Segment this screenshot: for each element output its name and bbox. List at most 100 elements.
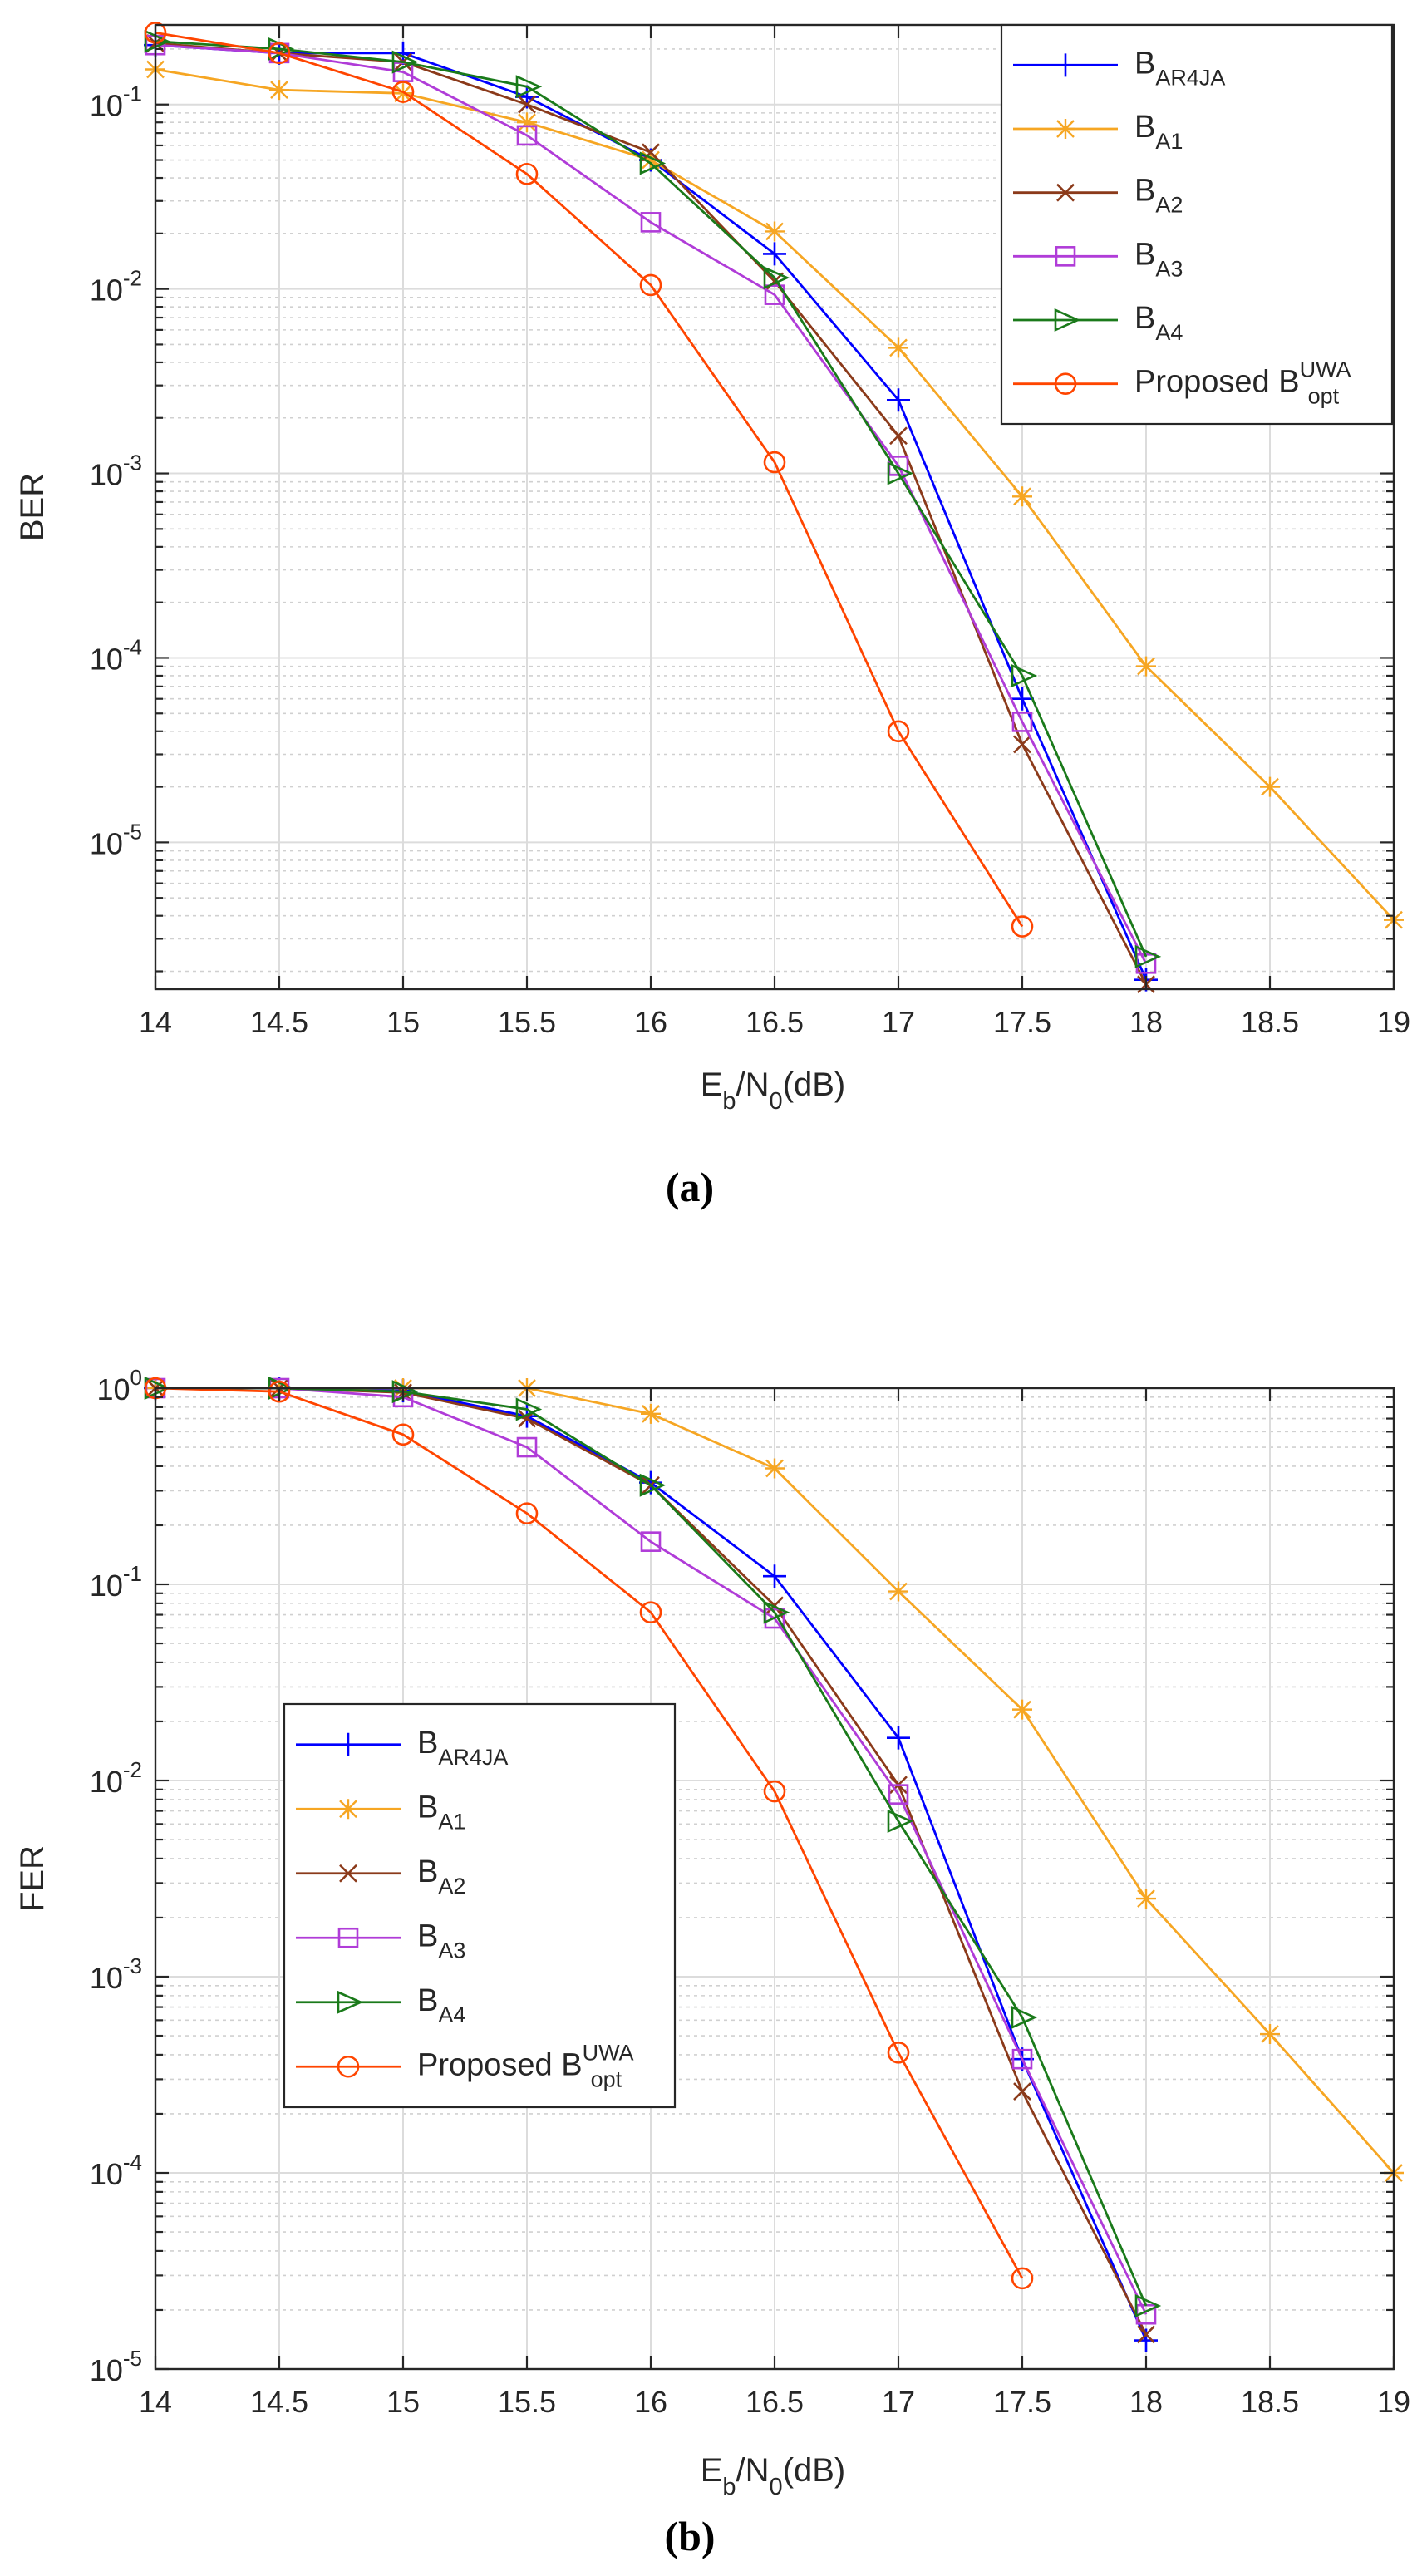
data-point: [639, 1473, 667, 1497]
legend-marker: [1055, 246, 1076, 267]
legend-marker: [338, 1799, 358, 1820]
y-tick-label: 10-1: [90, 1561, 142, 1603]
x-tick-label: 14: [139, 2385, 172, 2419]
x-tick-label: 18: [1129, 2385, 1163, 2419]
data-point: [639, 1601, 662, 1623]
y-tick-label: 10-2: [90, 266, 142, 308]
legend-label: BAR4JA: [417, 1726, 508, 1770]
x-tick-label: 14: [139, 1005, 172, 1039]
series-line: [155, 1387, 1024, 2279]
x-tick-label: 18.5: [1241, 2385, 1299, 2419]
y-tick-label: 10-1: [90, 81, 142, 123]
y-tick-label: 10-4: [90, 2150, 142, 2191]
data-point: [765, 1458, 785, 1479]
y-tick-label: 10-3: [90, 1953, 142, 1995]
data-point: [763, 451, 786, 474]
data-point: [639, 273, 662, 297]
data-point: [1011, 2048, 1033, 2070]
x-tick-label: 18: [1129, 1005, 1163, 1039]
data-point: [888, 1784, 909, 1805]
legend-box-b: [283, 1702, 677, 2109]
x-tick-label: 18.5: [1241, 1005, 1299, 1039]
legend-label: Proposed BUWA opt: [1134, 357, 1351, 409]
y-tick-label: 10-2: [90, 1757, 142, 1799]
data-point: [1137, 2325, 1155, 2344]
data-point: [641, 150, 661, 170]
legend-entry: Proposed BUWA opt: [296, 2040, 634, 2091]
x-tick-label: 14.5: [250, 2385, 308, 2419]
series-opt-a: [144, 22, 1034, 938]
data-point: [763, 1564, 786, 1588]
data-point: [763, 242, 786, 266]
data-point: [888, 1581, 908, 1602]
x-tick-label: 17: [882, 1005, 915, 1039]
legend-marker: [1056, 183, 1075, 202]
data-point: [640, 212, 662, 233]
data-point: [640, 1531, 662, 1552]
legend-box-a: [1000, 23, 1394, 426]
series-opt-b: [144, 1377, 1034, 2290]
data-point: [887, 461, 914, 485]
data-point: [1011, 2267, 1034, 2290]
x-tick-label: 16: [634, 2385, 667, 2419]
data-point: [515, 1397, 543, 1421]
legend-entry: BA4: [296, 1983, 465, 2027]
legend-entry: BA4: [1013, 301, 1183, 345]
legend-label: Proposed BUWA opt: [417, 2040, 634, 2091]
data-point: [765, 221, 785, 242]
x-tick-label: 17.5: [993, 2385, 1051, 2419]
legend-entry: BA1: [296, 1790, 465, 1834]
legend-marker: [1054, 308, 1081, 332]
data-point: [763, 1600, 790, 1624]
legend-entry: Proposed BUWA opt: [1013, 357, 1351, 409]
legend-entry: BAR4JA: [296, 1726, 508, 1770]
data-point: [764, 284, 785, 305]
legend-label: BAR4JA: [1134, 46, 1225, 90]
data-point: [1011, 687, 1034, 711]
data-point: [515, 1502, 539, 1524]
x-tick-label: 16.5: [745, 1005, 804, 1039]
series-line: [155, 40, 1148, 958]
legend-label: BA3: [1134, 237, 1183, 281]
data-point: [391, 81, 415, 103]
data-point: [1011, 712, 1033, 732]
legend-label: BA2: [417, 1854, 465, 1899]
legend-marker: [337, 1927, 359, 1948]
x-axis-label-a: Eb/N0(dB): [701, 1066, 846, 1115]
data-point: [1136, 656, 1156, 677]
legend-entry: BA2: [296, 1854, 465, 1899]
x-tick-label: 19: [1377, 2385, 1410, 2419]
legend-b: BAR4JA BA1 BA2 BA3 BA4 Proposed BUWA opt: [283, 1702, 677, 2109]
data-point: [763, 266, 790, 290]
data-point: [1260, 776, 1280, 797]
data-point: [1011, 663, 1038, 687]
legend-label: BA4: [417, 1983, 465, 2027]
y-tick-label: 10-4: [90, 634, 142, 676]
x-ticks-b: 14 14.5 15 15.5 16 16.5 17 17.5 18 18.5 19: [139, 1388, 1410, 2419]
y-tick-label: 10-5: [90, 819, 142, 860]
data-point: [641, 1403, 661, 1424]
legend-label: BA1: [417, 1790, 465, 1834]
legend-label: BA1: [1134, 110, 1183, 154]
x-tick-label: 16.5: [745, 2385, 804, 2419]
data-point: [1011, 915, 1034, 938]
data-point: [516, 1436, 538, 1458]
legend-marker: [337, 1990, 364, 2014]
data-point: [1134, 2293, 1162, 2317]
caption-b: (b): [664, 2513, 715, 2559]
legend-a: BAR4JA BA1 BA2 BA3 BA4 Proposed BUWA opt: [1000, 23, 1394, 426]
data-point: [888, 337, 908, 358]
legend-entry: BA1: [1013, 110, 1183, 154]
data-point: [268, 42, 291, 65]
y-ticks-a: 10-5 10-4 10-3 10-2 10-1: [90, 47, 1394, 973]
y-axis-label-a: BER: [14, 473, 51, 541]
series-b: [144, 1376, 1404, 2352]
legend-entry: BA2: [1013, 174, 1183, 218]
data-point: [391, 50, 419, 74]
data-point: [887, 1726, 910, 1750]
y-tick-label: 100: [96, 1365, 142, 1406]
legend-entry: BA3: [296, 1918, 465, 1963]
x-tick-label: 16: [634, 1005, 667, 1039]
data-point: [1013, 735, 1031, 754]
